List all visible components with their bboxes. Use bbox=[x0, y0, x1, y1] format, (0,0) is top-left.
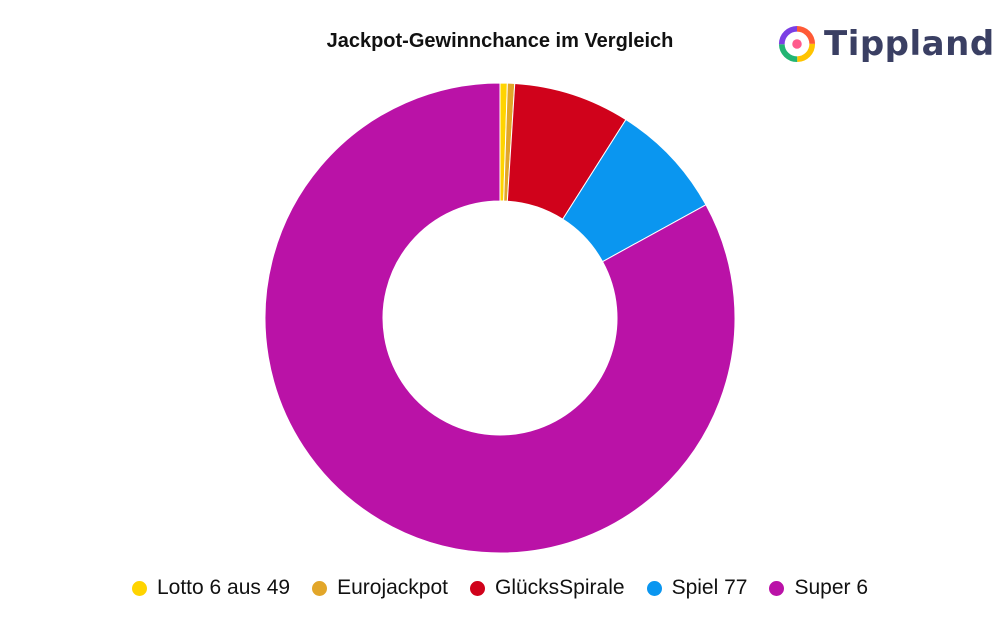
legend-dot-icon bbox=[646, 580, 662, 596]
slice-super-6[interactable] bbox=[264, 82, 736, 554]
legend-label: Eurojackpot bbox=[337, 576, 448, 599]
legend-item[interactable]: GlücksSpirale bbox=[470, 576, 625, 600]
legend-dot-icon bbox=[312, 580, 328, 596]
legend-label: Lotto 6 aus 49 bbox=[156, 576, 291, 599]
legend-dot-icon bbox=[470, 580, 485, 596]
brand-name: Tippland bbox=[824, 24, 995, 64]
legend-label: Spiel 77 bbox=[671, 576, 748, 599]
legend-item[interactable]: Lotto 6 aus 49 bbox=[131, 576, 291, 600]
legend-item[interactable]: Eurojackpot bbox=[312, 576, 448, 600]
chart-title: Jackpot-Gewinnchance im Vergleich bbox=[0, 30, 1000, 53]
legend-dot-icon bbox=[769, 580, 785, 596]
chart-legend: Lotto 6 aus 49 Eurojackpot GlücksSpirale Sp… bbox=[0, 576, 1000, 600]
legend-dot-icon bbox=[131, 580, 147, 596]
chart-title-text: Jackpot-Gewinnchance im Vergleich bbox=[326, 30, 674, 52]
legend-item[interactable]: Super 6 bbox=[769, 576, 868, 600]
brand-logo[interactable]: Tippland bbox=[778, 22, 995, 66]
legend-label: Super 6 bbox=[794, 576, 869, 599]
legend-label: GlücksSpirale bbox=[495, 576, 625, 599]
tippland-logo-icon bbox=[778, 25, 816, 63]
legend-item[interactable]: Spiel 77 bbox=[646, 576, 748, 600]
